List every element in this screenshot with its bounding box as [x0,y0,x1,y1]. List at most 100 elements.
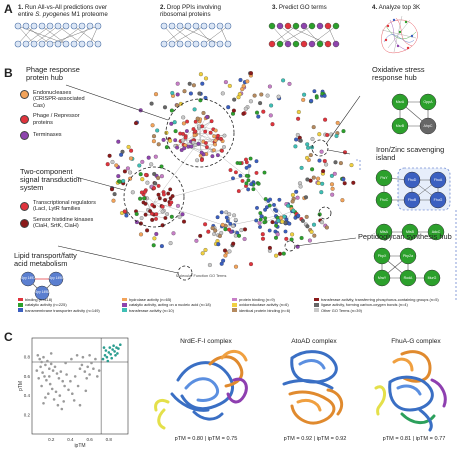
twocomp-item-regulators: Transcriptional regulators (LacI, LytR f… [20,200,96,213]
network-node [146,155,151,160]
network-node [311,125,316,130]
network-node [260,232,265,237]
network-node [236,189,241,194]
network-node [290,192,295,198]
legend-swatch [232,297,237,302]
network-node [198,72,203,77]
network-node [122,209,127,214]
scatter-point [101,357,105,361]
network-node [196,124,201,129]
network-node [193,119,198,124]
lipid-node-1: Spy 1491 [21,276,35,280]
network-node [185,119,190,124]
network-node [116,139,121,144]
network-node [210,226,215,231]
two-component-legend: Transcriptional regulators (LacI, LytR f… [20,200,96,230]
scatter-point [41,371,44,374]
network-node [203,129,208,134]
scatter-point [44,396,47,399]
network-node [122,169,127,174]
network-node [311,222,317,227]
phage-item-endonucleases: Endonucleases (CRISPR-associated Cas) [20,90,92,109]
network-edge [195,131,216,145]
network-node [151,139,156,144]
network-node [168,187,173,192]
oxidative-hub-diagram [391,93,437,135]
network-node [204,145,209,150]
x-tick-label: 0.6 [86,437,93,442]
network-node [314,95,319,100]
fhuag-title: FhuA-G complex [391,338,441,345]
network-node [133,121,139,126]
network-node [338,161,343,166]
legend-label: catalytic activity, acting on a nucleic … [129,302,211,308]
legend-swatch [314,303,319,307]
network-node [245,79,250,84]
network-edge [180,133,192,147]
network-node [180,138,185,143]
iron-node-mtsb: MtsB [406,230,414,234]
network-node [319,149,324,154]
network-node [184,129,189,134]
network-node [255,205,259,210]
network-node [200,81,205,86]
network-node [177,214,182,219]
network-node [330,192,335,197]
network-node [219,261,224,266]
network-node [170,90,175,96]
network-node [240,178,245,183]
scatter-point [40,384,43,388]
network-node [138,172,143,177]
legend-label: catalytic activity (n=225) [25,302,67,308]
network-node [324,162,329,167]
scatter-point [88,373,91,376]
atoad-structure [282,350,344,425]
network-node [272,202,276,207]
scatter-point [61,379,64,383]
network-node [227,83,232,88]
network-node [256,181,261,186]
network-node [312,89,317,94]
network-node [215,215,220,220]
scatter-point [78,367,82,370]
iron-node-fhug: FhuG [433,198,443,202]
network-node [329,182,335,187]
network-node [216,242,221,247]
network-node [128,170,133,175]
network-node [198,233,203,238]
network-node [232,97,237,102]
network-node [257,220,262,226]
network-node [316,181,321,186]
network-edge [190,121,212,142]
network-node [247,163,252,168]
network-node [105,162,110,167]
network-node [193,129,198,134]
network-node [213,142,217,147]
network-node [138,232,144,237]
scatter-point [65,373,68,376]
iron-node-adcc: AdcC [431,230,441,234]
legend-swatch [18,297,23,302]
network-node [291,208,296,213]
network-node [323,117,328,122]
network-node [317,132,322,137]
network-node [117,179,122,184]
network-node [212,232,217,237]
network-edge [176,135,195,147]
network-node [309,229,314,234]
network-node [166,191,171,196]
network-node [181,219,187,224]
step-2-caption: 2. Drop PPIs involving ribosomal protein… [160,4,221,18]
network-node [281,78,286,83]
network-node [213,128,218,133]
network-node [283,229,288,234]
network-node [268,197,273,202]
network-node [244,157,248,162]
network-node [231,108,236,113]
network-edge [153,139,201,203]
scatter-point [42,402,45,405]
network-node [248,262,254,267]
network-node [274,223,279,228]
network-node [269,103,274,108]
network-node [168,241,173,246]
